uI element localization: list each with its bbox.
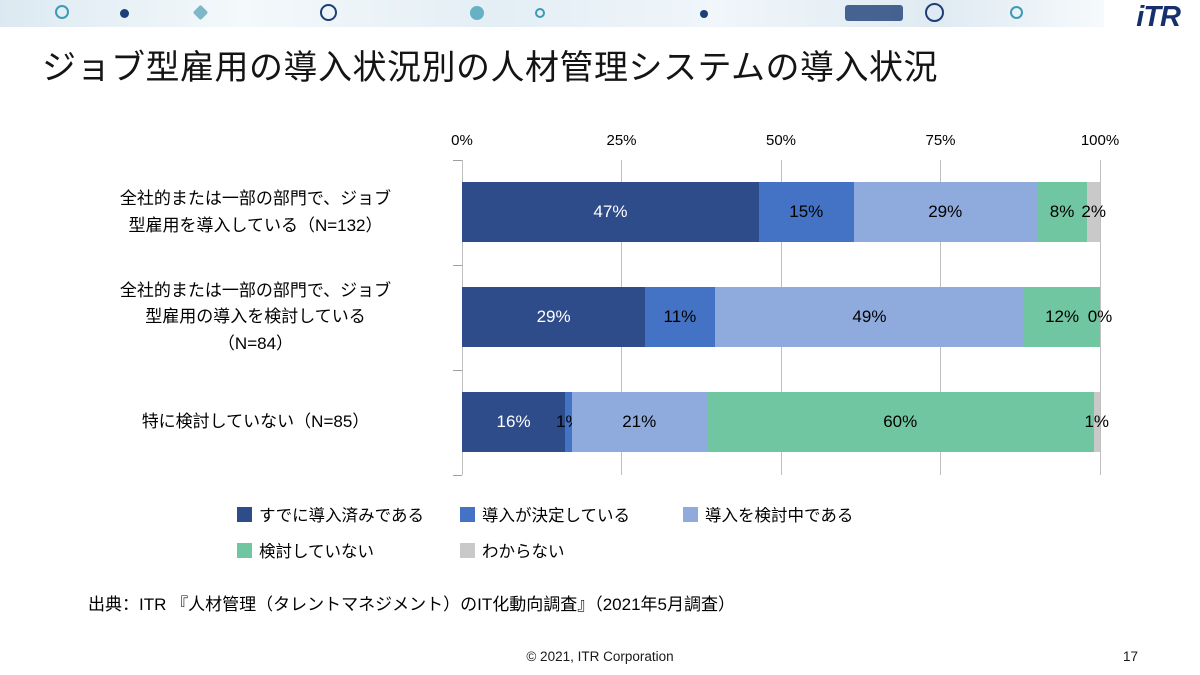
banner-dot-icon xyxy=(120,9,129,18)
data-label: 8% xyxy=(1049,202,1075,221)
legend-item: 導入を検討中である xyxy=(683,502,906,526)
legend-item: わからない xyxy=(460,538,683,562)
bar-segment: 29% xyxy=(853,182,1037,242)
banner-circle-icon xyxy=(535,8,545,18)
bar-segment: 2% xyxy=(1081,182,1106,242)
data-label: 21% xyxy=(622,412,657,431)
bar-segment: 47% xyxy=(462,182,759,242)
itr-logo: iTR xyxy=(1136,1,1181,33)
bar-segment: 11% xyxy=(645,287,715,347)
banner-gear-icon xyxy=(320,4,337,21)
bar-segment: 8% xyxy=(1036,182,1088,242)
banner-dot-icon xyxy=(470,6,484,20)
data-label: 1% xyxy=(1084,412,1110,431)
legend-label: 導入を検討中である xyxy=(705,507,854,525)
banner-circle-icon xyxy=(55,5,69,19)
legend-swatch xyxy=(237,542,252,558)
copyright: © 2021, ITR Corporation xyxy=(526,649,674,664)
page-number: 17 xyxy=(1122,649,1138,664)
data-label: 49% xyxy=(852,307,887,326)
stacked-bar: 16% 1% 21% 60% 1% xyxy=(462,392,1109,452)
page-title: ジョブ型雇用の導入状況別の人材管理システムの導入状況 xyxy=(42,49,938,87)
data-label: 47% xyxy=(593,202,628,221)
bar-segment: 21% xyxy=(571,392,707,452)
x-axis-tick-label: 25% xyxy=(606,132,637,149)
source-note: 出典：ITR 『人材管理（タレントマネジメント）のIT化動向調査』（2021年5… xyxy=(88,595,735,614)
category-axis-tick xyxy=(453,160,462,161)
data-label: 29% xyxy=(536,307,571,326)
bar-segment: 49% xyxy=(714,287,1025,347)
category-axis: 全社的または一部の部門で、ジョブ 型雇用を導入している（N=132） 全社的または… xyxy=(42,160,447,475)
x-axis-tick-label: 75% xyxy=(925,132,956,149)
banner-circle-icon xyxy=(1010,6,1023,19)
data-label: 0% xyxy=(1087,307,1113,326)
x-axis-tick-label: 0% xyxy=(451,132,473,149)
bar-segment: 12% xyxy=(1024,287,1100,347)
legend-label: わからない xyxy=(482,543,565,561)
data-label: 2% xyxy=(1081,202,1106,221)
banner-device-icon xyxy=(845,5,903,21)
x-axis-tick-label: 50% xyxy=(765,132,797,149)
banner-chip-icon xyxy=(192,4,209,21)
category-label: 全社的または一部の部門で、ジョブ 型雇用を導入している（N=132） xyxy=(119,189,392,235)
gridline xyxy=(1099,160,1101,475)
stacked-bar: 47% 15% 29% 8% 2% xyxy=(462,182,1106,242)
bar-segment: 15% xyxy=(758,182,854,242)
bar-segment: 16% xyxy=(462,392,566,452)
legend-item: すでに導入済みである xyxy=(237,502,460,526)
data-label: 16% xyxy=(496,412,531,431)
legend-label: すでに導入済みである xyxy=(259,507,424,525)
legend-swatch xyxy=(460,506,475,522)
data-label: 11% xyxy=(663,307,697,326)
data-label: 29% xyxy=(928,202,963,221)
stacked-bar-chart: 0% 25% 50% 75% 100% 全社的または一部の部門で、ジョブ 型雇用を導入し… xyxy=(42,130,1146,482)
data-label: 15% xyxy=(789,202,824,221)
header-banner-image xyxy=(0,0,1104,27)
stacked-bar: 29% 11% 49% 12% 0% xyxy=(462,287,1112,347)
banner-gear-icon xyxy=(925,3,944,22)
banner-dot-icon xyxy=(700,10,708,18)
legend-label: 導入が決定している xyxy=(482,507,631,525)
category-label: 全社的または一部の部門で、ジョブ 型雇用の導入を検討している （N=84） xyxy=(119,280,392,353)
category-axis-tick xyxy=(453,265,462,266)
plot-area: 47% 15% 29% 8% 2% 29% 11% 49% 12% 0% 16% 1% 21% 60% 1% xyxy=(453,160,1112,476)
bar-segment: 1% xyxy=(1084,392,1109,452)
legend-item: 導入が決定している xyxy=(460,502,683,526)
chart-legend: すでに導入済みである 導入が決定している 導入を検討中である検討していない わからない xyxy=(237,502,957,562)
legend-swatch xyxy=(460,542,475,558)
category-label: 特に検討していない（N=85） xyxy=(141,412,370,432)
category-axis-tick xyxy=(453,370,462,371)
data-label: 12% xyxy=(1045,307,1080,326)
x-axis-tick-label: 100% xyxy=(1080,132,1120,149)
bar-segment: 60% xyxy=(706,392,1094,452)
x-axis: 0% 25% 50% 75% 100% xyxy=(451,130,1119,156)
legend-swatch xyxy=(237,506,252,522)
bar-segment: 29% xyxy=(462,287,646,347)
data-label: 60% xyxy=(883,412,918,431)
legend-label: 検討していない xyxy=(259,543,375,561)
legend-item: 検討していない xyxy=(237,538,460,562)
legend-swatch xyxy=(683,506,698,522)
category-axis-tick xyxy=(453,475,462,476)
